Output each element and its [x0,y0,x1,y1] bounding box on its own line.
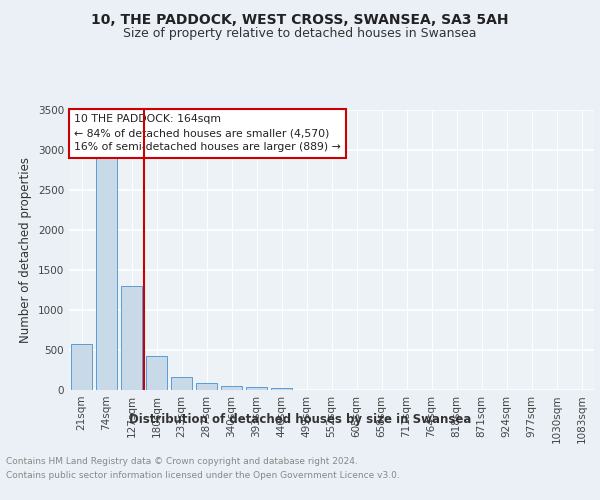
Text: Contains HM Land Registry data © Crown copyright and database right 2024.: Contains HM Land Registry data © Crown c… [6,458,358,466]
Bar [196,383,217,390]
Y-axis label: Number of detached properties: Number of detached properties [19,157,32,343]
Text: Size of property relative to detached houses in Swansea: Size of property relative to detached ho… [123,28,477,40]
Text: Contains public sector information licensed under the Open Government Licence v3: Contains public sector information licen… [6,471,400,480]
Text: 10 THE PADDOCK: 164sqm
← 84% of detached houses are smaller (4,570)
16% of semi-: 10 THE PADDOCK: 164sqm ← 84% of detached… [74,114,341,152]
Bar [171,377,192,390]
Bar [246,387,267,390]
Bar [96,156,117,390]
Bar [121,286,142,390]
Bar [271,388,292,390]
Text: 10, THE PADDOCK, WEST CROSS, SWANSEA, SA3 5AH: 10, THE PADDOCK, WEST CROSS, SWANSEA, SA… [91,12,509,26]
Bar [221,386,242,390]
Text: Distribution of detached houses by size in Swansea: Distribution of detached houses by size … [129,412,471,426]
Bar [71,344,92,390]
Bar [146,356,167,390]
